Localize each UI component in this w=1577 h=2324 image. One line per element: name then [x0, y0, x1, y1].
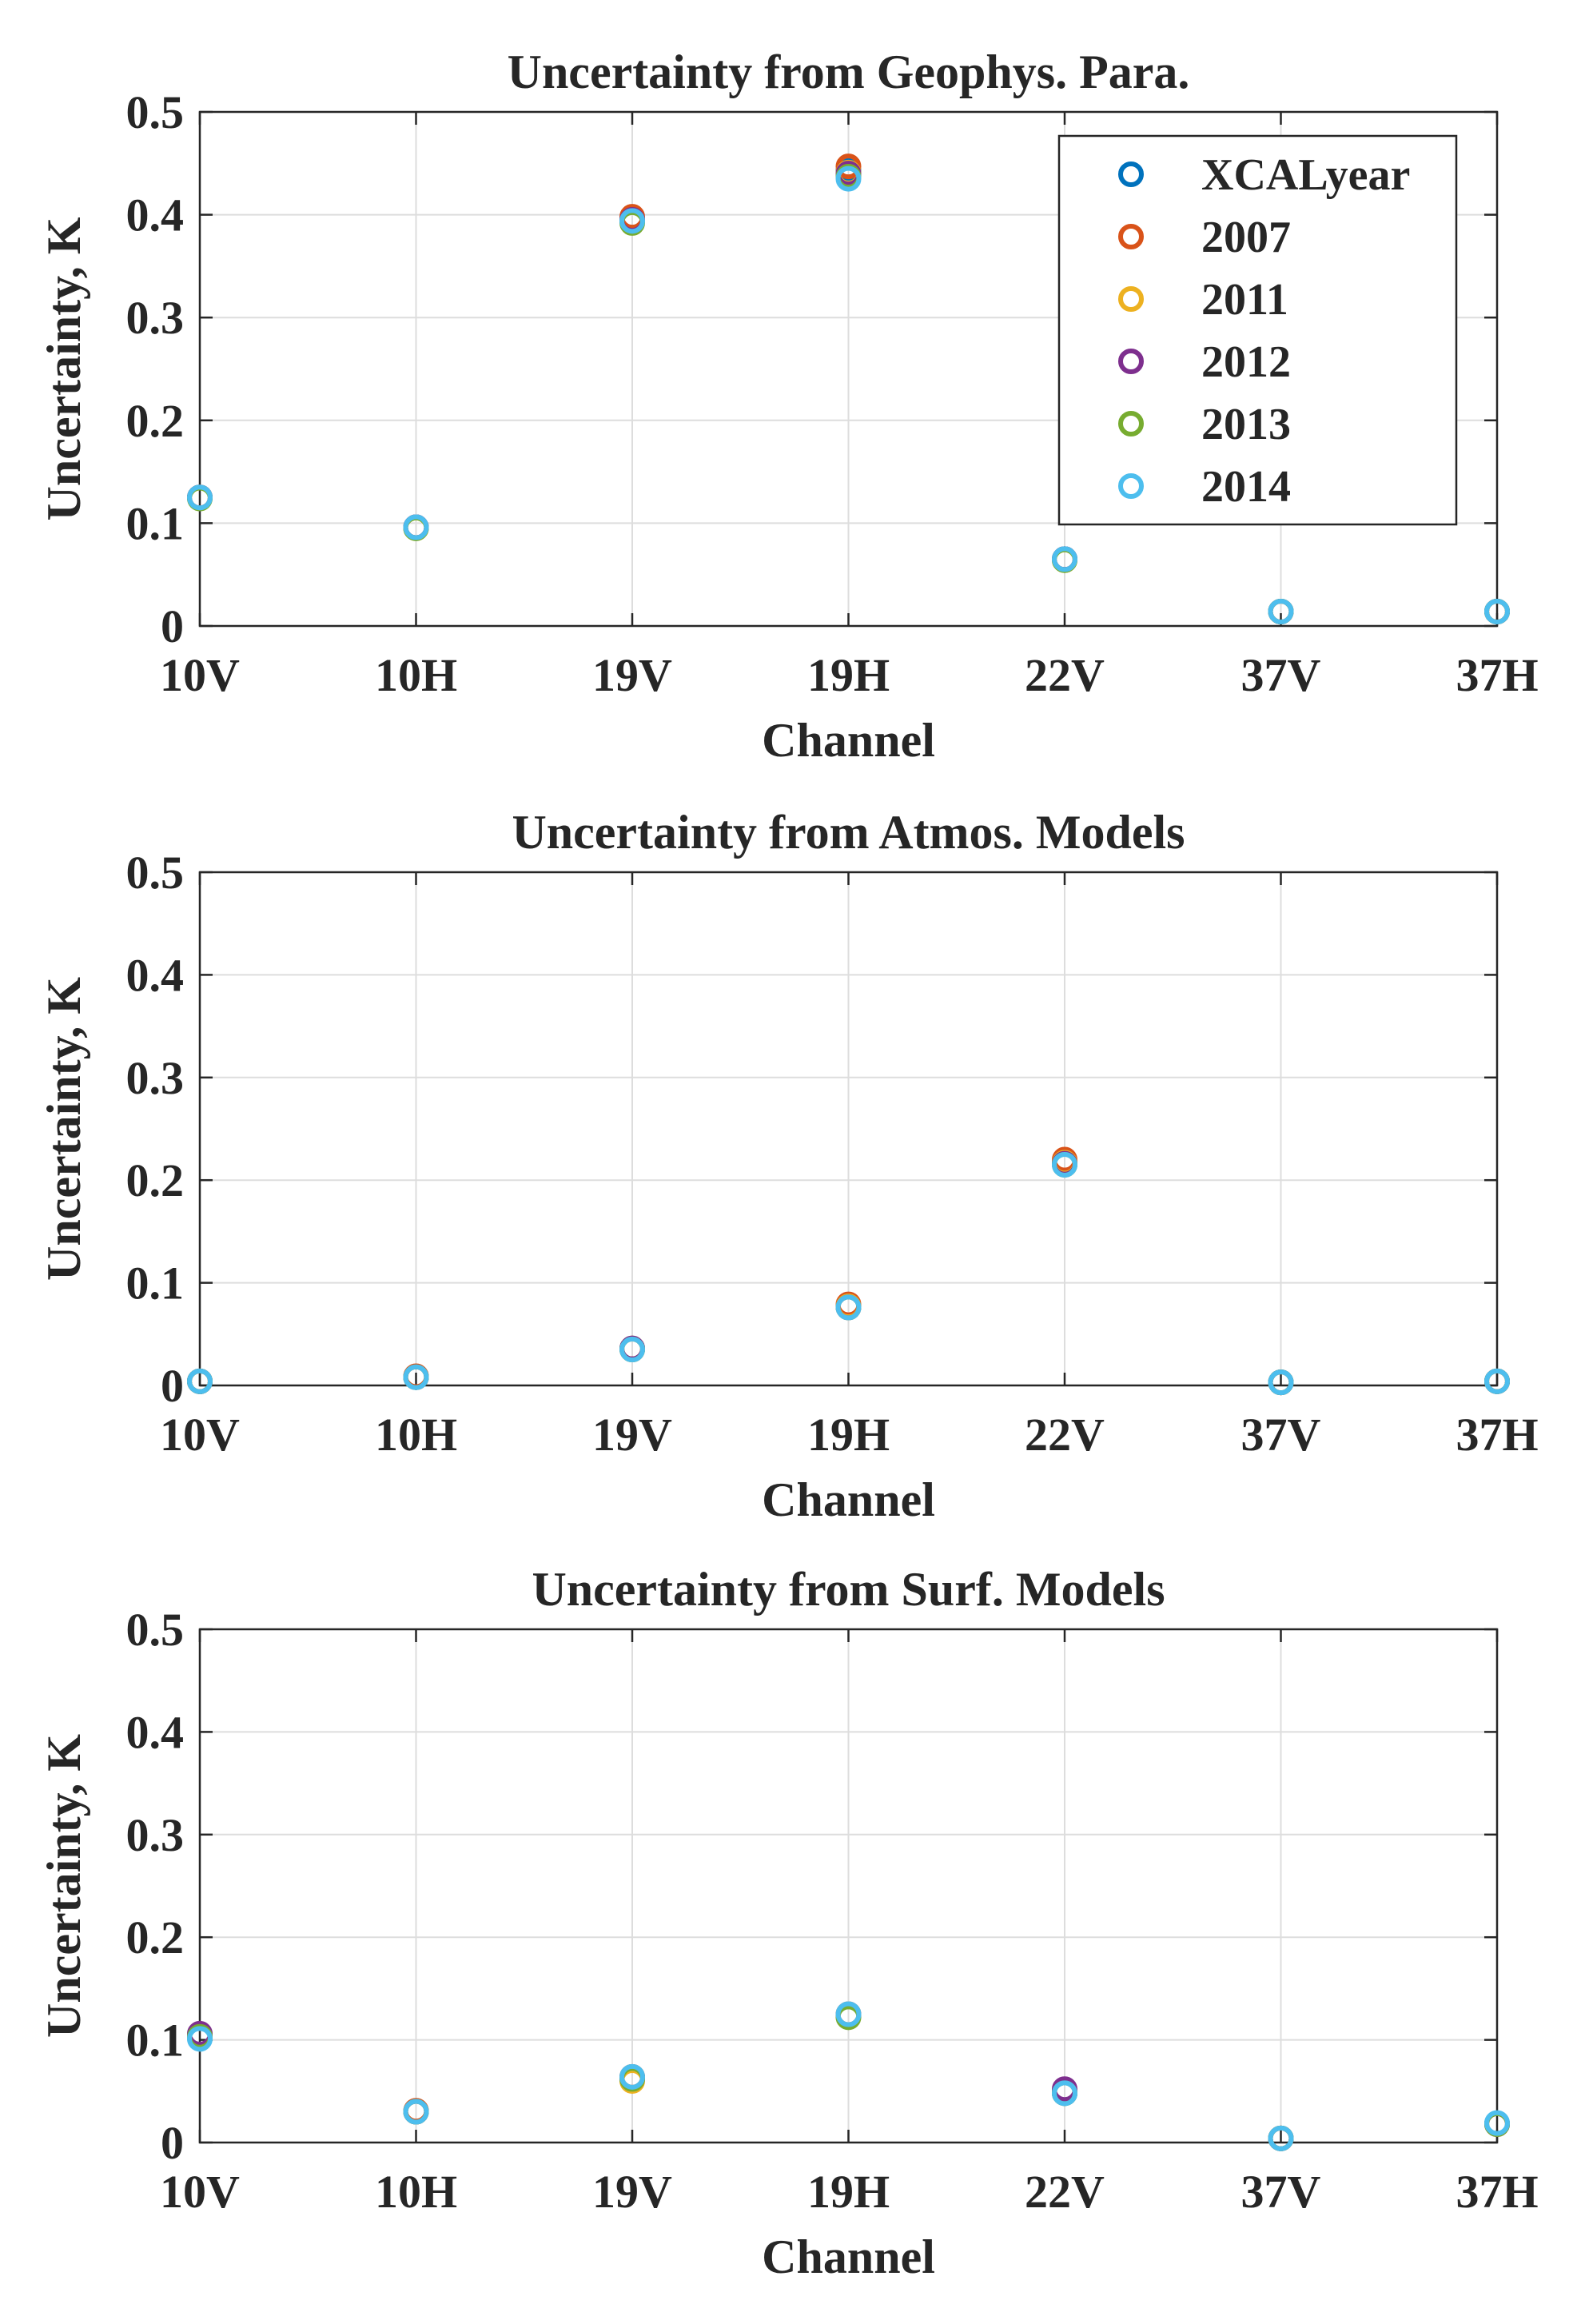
x-tick-label: 10V [160, 2166, 240, 2218]
x-axis-label: Channel [762, 714, 935, 767]
x-tick-label: 19V [592, 649, 672, 701]
x-tick-label: 10H [375, 649, 457, 701]
x-axis-label: Channel [762, 1473, 935, 1526]
data-point-2014 [1484, 598, 1510, 624]
x-tick-label: 37V [1241, 649, 1321, 701]
data-point-2014 [1268, 598, 1294, 624]
y-axis-label: Uncertainty, K [38, 977, 90, 1281]
y-tick-label: 0.4 [126, 949, 185, 1001]
y-tick-label: 0.2 [126, 1154, 185, 1206]
data-point-2014 [1484, 2110, 1510, 2136]
legend-label: 2011 [1201, 275, 1288, 325]
atmos-panel: 10V 10H 19V 19H 22V 37V 37H 0 0.1 0.2 0.3 0.4 0.5 Unc… [38, 806, 1539, 1526]
legend-marker-2007 [1118, 224, 1144, 249]
x-axis-label: Channel [762, 2230, 935, 2283]
legend-box [1057, 134, 1458, 526]
y-tick-label: 0 [161, 2117, 184, 2169]
x-tick-label: 37H [1456, 649, 1538, 701]
y-tick-label: 0.3 [126, 292, 185, 344]
data-point-2014 [619, 2063, 645, 2090]
y-tick-label: 0.5 [126, 847, 185, 899]
x-tick-label: 10V [160, 649, 240, 701]
legend-label: 2014 [1201, 462, 1291, 512]
x-tick-label: 10H [375, 1409, 457, 1461]
x-tick-label: 37H [1456, 2166, 1538, 2218]
legend-marker-2012 [1118, 349, 1144, 374]
legend-label: XCALyear [1201, 150, 1410, 200]
data-point-2014 [403, 2099, 429, 2125]
x-tick-label: 22V [1025, 649, 1105, 701]
data-point-2014 [619, 1337, 645, 1363]
y-tick-label: 0 [161, 600, 184, 652]
y-axis-label: Uncertainty, K [38, 217, 90, 520]
y-axis-label: Uncertainty, K [38, 1734, 90, 2038]
y-tick-label: 0.5 [126, 1604, 185, 1656]
data-point-2014 [1052, 2080, 1077, 2107]
x-tick-label: 10V [160, 1409, 240, 1461]
legend-marker-2013 [1118, 411, 1144, 436]
data-point-2014 [835, 1294, 862, 1321]
x-tick-label: 22V [1025, 1409, 1105, 1461]
x-tick-label: 19V [592, 2166, 672, 2218]
y-tick-label: 0 [161, 1360, 184, 1412]
x-tick-label: 19V [592, 1409, 672, 1461]
data-point-2014 [835, 165, 862, 192]
legend-label: 2013 [1201, 400, 1291, 449]
chart-title: Uncertainty from Surf. Models [532, 1563, 1165, 1616]
data-point-2014 [403, 514, 429, 540]
chart-title: Uncertainty from Atmos. Models [512, 806, 1185, 859]
data-point-2014 [1484, 1368, 1510, 1394]
data-point-2014 [1268, 2125, 1294, 2151]
y-tick-label: 0.4 [126, 189, 185, 241]
x-tick-label: 22V [1025, 2166, 1105, 2218]
geophys-panel: 10V 10H 19V 19H 22V 37V 37H 0 0.1 0.2 0.3 0.4 0.5 Unc… [38, 46, 1539, 767]
y-tick-label: 0.3 [126, 1809, 185, 1861]
legend-marker-2014 [1118, 473, 1144, 499]
y-tick-label: 0.4 [126, 1706, 185, 1758]
data-point-2014 [1052, 1151, 1077, 1178]
x-tick-label: 10H [375, 2166, 457, 2218]
legend-label: 2007 [1201, 213, 1291, 262]
y-tick-label: 0.3 [126, 1052, 185, 1104]
surf-panel: 10V 10H 19V 19H 22V 37V 37H 0 0.1 0.2 0.3 0.4 0.5 Unc… [38, 1563, 1539, 2283]
data-point-2014 [187, 2026, 213, 2052]
legend: XCALyear 2007 2011 2012 2013 2014 [1057, 134, 1458, 526]
legend-marker-2011 [1118, 286, 1144, 312]
data-point-2014 [403, 1364, 429, 1390]
data-point-2014 [187, 1368, 213, 1394]
y-tick-label: 0.1 [126, 2015, 185, 2067]
x-tick-label: 19H [807, 2166, 890, 2218]
y-tick-label: 0.2 [126, 1911, 185, 1963]
data-point-2014 [187, 484, 213, 511]
y-tick-label: 0.1 [126, 497, 185, 549]
y-tick-label: 0.5 [126, 86, 185, 138]
x-tick-label: 37H [1456, 1409, 1538, 1461]
x-tick-label: 37V [1241, 1409, 1321, 1461]
x-tick-label: 19H [807, 649, 890, 701]
x-tick-label: 37V [1241, 2166, 1321, 2218]
x-tick-label: 19H [807, 1409, 890, 1461]
data-point-2014 [1052, 546, 1077, 572]
chart-title: Uncertainty from Geophys. Para. [508, 46, 1190, 98]
data-point-2014 [835, 2001, 862, 2027]
legend-marker-xcalyear [1118, 161, 1144, 187]
data-point-2014 [1268, 1369, 1294, 1396]
y-tick-label: 0.1 [126, 1258, 185, 1309]
data-point-2014 [619, 208, 645, 234]
legend-label: 2012 [1201, 337, 1291, 387]
y-tick-label: 0.2 [126, 395, 185, 447]
